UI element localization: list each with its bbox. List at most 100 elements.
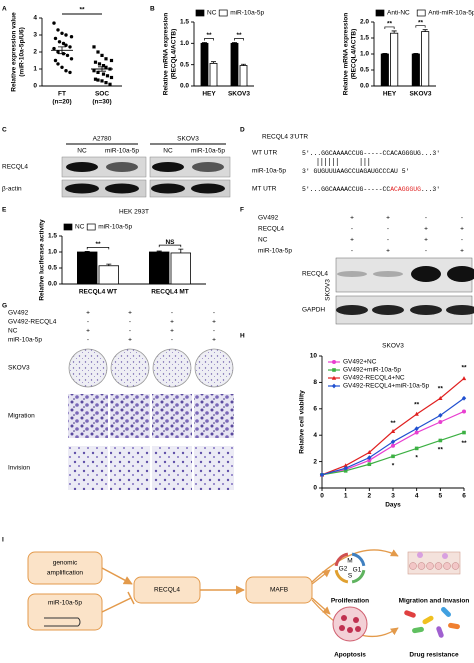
y-axis-label: (RECQL4/ACTB) <box>351 29 358 80</box>
arrow <box>311 597 331 615</box>
legend-label: Anti-miR-10a-5p <box>428 10 474 17</box>
point <box>96 70 100 74</box>
marker <box>414 426 419 431</box>
apoptotic-body <box>339 625 345 631</box>
dish-image <box>68 348 108 388</box>
sign: + <box>86 310 90 317</box>
point <box>93 60 98 64</box>
sequence-part: 5'...GGCAAAACCUG-----CC <box>302 186 390 193</box>
point <box>52 46 56 51</box>
x-tick-label: 2 <box>368 493 372 500</box>
point <box>109 58 114 63</box>
apoptosis-icon <box>332 606 368 642</box>
sign: - <box>213 328 215 335</box>
y-tick-label: 3 <box>33 32 37 39</box>
cell-line-label: SKOV3 <box>177 136 199 143</box>
band <box>66 162 98 172</box>
marker <box>414 411 419 416</box>
bar <box>380 53 389 87</box>
error-bar <box>202 42 207 44</box>
marker <box>390 428 396 433</box>
point <box>108 82 112 86</box>
sig-label: ** <box>438 446 444 453</box>
row-label: GV492 <box>258 215 279 222</box>
sequence: 5'...GGCAAAACCUG-----CCACAGGGUG...3' <box>302 150 440 157</box>
sign: - <box>461 237 463 244</box>
utr-label: MT UTR <box>252 186 277 193</box>
y-axis-label: (RECQL4/ACTB) <box>171 29 178 80</box>
y-tick-label: 0 <box>313 485 317 492</box>
marker <box>343 469 348 473</box>
band <box>411 266 441 282</box>
cycle-label: M <box>347 558 352 565</box>
point <box>92 45 96 49</box>
input-label: miR-10a-5p <box>48 600 82 607</box>
cell-icon <box>417 552 423 558</box>
row-label: SKOV3 <box>8 365 30 372</box>
y-tick-label: 0.0 <box>180 83 189 90</box>
x-tick-note: (n=20) <box>52 99 71 106</box>
marker <box>461 376 467 381</box>
band <box>151 183 185 194</box>
point <box>68 45 72 49</box>
marker <box>438 420 443 424</box>
x-tick-label: 3 <box>391 493 395 500</box>
sign: + <box>424 226 428 233</box>
sig-label: NS <box>165 239 175 246</box>
marker <box>332 368 336 372</box>
point <box>60 31 64 35</box>
sign: + <box>128 310 132 317</box>
row-label: NC <box>8 328 18 335</box>
point <box>65 53 70 58</box>
point <box>68 70 72 75</box>
sig-label: * <box>415 454 418 461</box>
point <box>53 58 58 63</box>
pill-icon <box>404 610 416 618</box>
panel-letter: A <box>2 6 7 13</box>
sign: + <box>212 319 216 326</box>
error-bar <box>58 46 66 55</box>
cell-icon <box>409 562 417 570</box>
sig-bracket <box>86 247 110 250</box>
marker <box>390 439 396 445</box>
sig-label: ** <box>461 440 467 447</box>
point <box>96 78 100 82</box>
outcome-label: Drug resistance <box>409 652 459 659</box>
sig-label: ** <box>236 32 242 39</box>
point <box>104 57 108 61</box>
point <box>53 36 58 41</box>
sign: - <box>387 237 389 244</box>
utr-title: RECQL4 3'UTR <box>262 134 308 141</box>
bar <box>200 42 209 87</box>
point <box>64 33 68 37</box>
error-bar <box>413 52 419 54</box>
sign: + <box>86 328 90 335</box>
y-axis-label: (miR-10a-5p/U6) <box>19 27 26 76</box>
cycle-arc <box>351 552 366 567</box>
panel-letter: B <box>150 6 155 13</box>
legend-label: GV492+miR-10a-5p <box>343 367 401 374</box>
cell-icon <box>442 553 448 559</box>
pill-icon <box>436 626 444 638</box>
y-tick-label: 2 <box>33 49 37 56</box>
band <box>106 162 138 172</box>
error-bar <box>98 66 106 72</box>
sign: - <box>87 319 89 326</box>
row-label: miR-10a-5p <box>8 337 42 344</box>
row-label: miR-10a-5p <box>258 248 292 255</box>
cycle-label: S <box>348 573 353 580</box>
point <box>61 41 66 46</box>
sig-label: ** <box>387 21 393 28</box>
pill-icon <box>412 626 424 634</box>
sig-label: ** <box>79 7 85 14</box>
sign: + <box>460 226 464 233</box>
y-axis-label: Relative mRNA expression <box>343 13 350 96</box>
marker <box>414 430 419 435</box>
y-tick-label: 2.0 <box>360 19 369 26</box>
band <box>65 183 99 194</box>
point <box>56 28 60 32</box>
sign: - <box>461 215 463 222</box>
marker <box>414 446 419 451</box>
dish-image <box>110 348 150 388</box>
row-label: NC <box>258 237 268 244</box>
